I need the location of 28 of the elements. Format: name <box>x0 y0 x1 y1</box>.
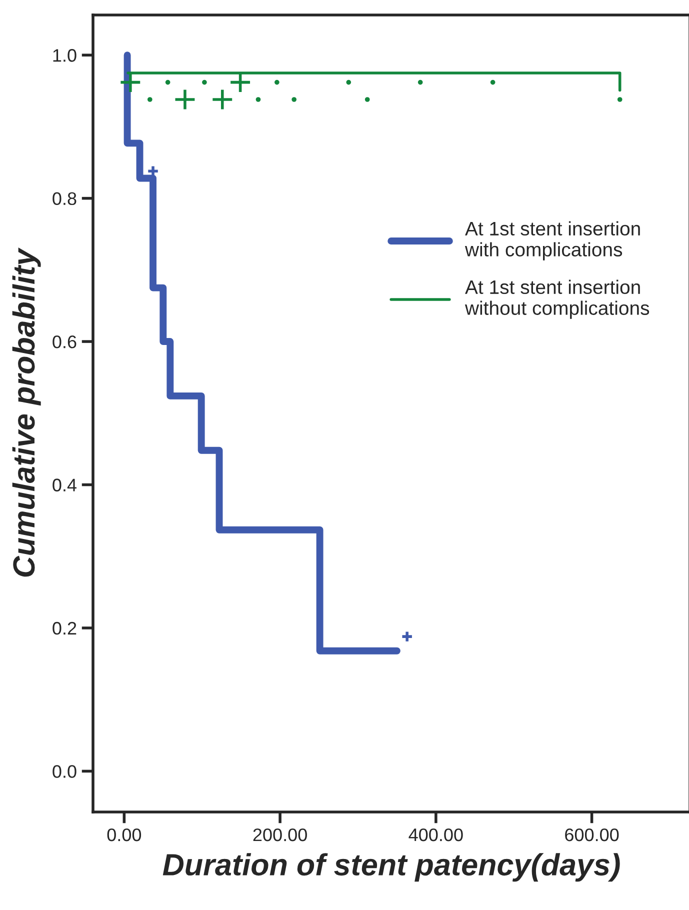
point <box>211 88 234 111</box>
x-tick-label: 200.00 <box>253 828 307 842</box>
y-tick-label: 0.0 <box>52 765 76 778</box>
point <box>165 80 170 85</box>
point <box>364 97 370 102</box>
y-tick-label: 0.4 <box>52 478 76 492</box>
point <box>346 80 352 85</box>
point <box>292 97 297 102</box>
point <box>202 80 207 85</box>
point <box>418 80 423 85</box>
y-tick-label: 0.2 <box>52 622 76 635</box>
point <box>490 80 496 85</box>
x-axis-title: Duration of stent patency(days) <box>162 853 620 882</box>
point <box>617 97 622 102</box>
x-tick-label: 400.00 <box>408 828 463 842</box>
y-tick-label: 0.8 <box>52 192 76 206</box>
legend-label: At 1st stent insertion with complications <box>464 221 640 260</box>
point <box>256 97 261 102</box>
point <box>147 97 152 102</box>
y-tick-label: 0.6 <box>52 335 76 348</box>
x-tick-label: 0.00 <box>107 828 142 842</box>
y-tick-label: 1.0 <box>53 49 76 62</box>
point <box>274 80 280 85</box>
legend-label: At 1st stent insertion without complications <box>464 280 650 319</box>
point <box>174 88 196 111</box>
x-tick-label: 600.00 <box>565 828 619 842</box>
point <box>400 630 414 643</box>
y-axis-title: Cumulative probability <box>12 248 41 577</box>
